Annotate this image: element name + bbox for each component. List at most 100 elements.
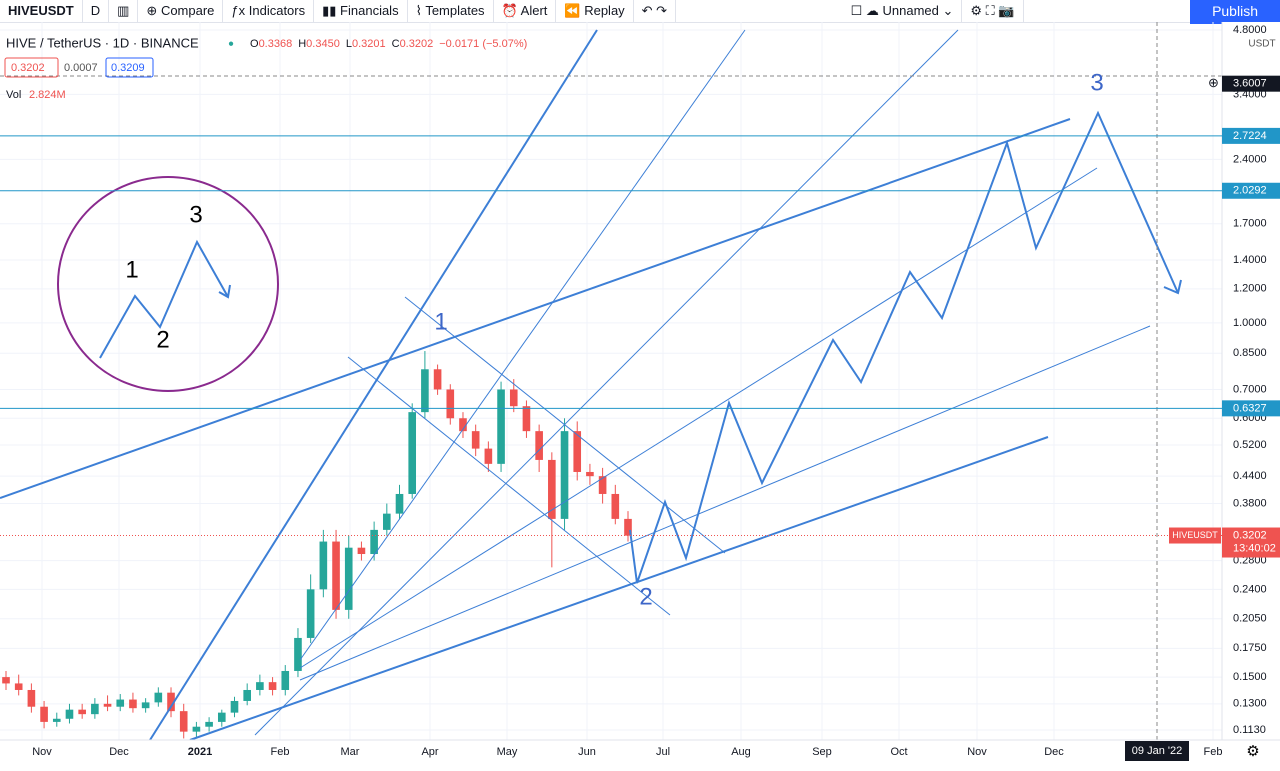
candle-body	[268, 682, 277, 690]
fan-line	[404, 296, 726, 554]
last-price-symbol: HIVEUSDT	[1172, 530, 1218, 540]
candle-body	[395, 493, 404, 514]
candle-body	[446, 389, 455, 419]
x-tick-label: Nov	[967, 746, 987, 758]
candle-body	[141, 702, 150, 709]
candle-body	[179, 711, 188, 732]
spread: 0.0007	[64, 62, 98, 74]
fan-line	[299, 167, 1098, 669]
price-line-label: 2.0292	[1233, 185, 1267, 197]
x-tick-label: 2021	[188, 746, 212, 758]
settings-button[interactable]: ⚙ ⛶ 📷	[962, 0, 1024, 22]
y-tick-label: 0.2050	[1233, 613, 1267, 625]
y-tick-label: 0.3800	[1233, 497, 1267, 509]
candle-body	[256, 682, 264, 690]
arrow-head	[1163, 279, 1182, 295]
candle-body	[116, 699, 125, 707]
y-tick-label: 1.4000	[1233, 254, 1267, 266]
y-tick-label: 1.0000	[1233, 317, 1267, 329]
financials-label: Financials	[340, 3, 399, 18]
cursor-date: 09 Jan '22	[1132, 745, 1182, 757]
inset-arrow	[218, 284, 231, 299]
x-tick-label: Sep	[812, 746, 832, 758]
scales: 4.80003.40002.40001.70001.40001.20001.00…	[32, 24, 1267, 761]
candle-body	[408, 412, 417, 494]
layout-button[interactable]: ☐ ☁ Unnamed ⌄	[843, 0, 963, 22]
candle-body	[65, 709, 74, 719]
indicators-button[interactable]: ƒx Indicators	[223, 0, 315, 22]
candle-body	[560, 431, 569, 519]
ohlc-value: 0.3368	[259, 38, 293, 50]
candle-body	[624, 518, 632, 536]
undo-button[interactable]: ↶ ↷	[634, 0, 677, 22]
compare-button[interactable]: ⊕ Compare	[138, 0, 224, 22]
y-tick-label: 1.2000	[1233, 283, 1267, 295]
settings-icon[interactable]: ⚙	[1246, 743, 1259, 760]
candle-body	[509, 389, 518, 407]
replay-label: Replay	[584, 3, 625, 18]
candle-body	[129, 699, 137, 709]
inset-label: 3	[189, 201, 202, 228]
volume-label: Vol	[6, 89, 21, 101]
toolbar: HIVEUSDT D ▥ ⊕ Compare ƒx Indicators ▮▮ …	[0, 0, 1280, 24]
candle-body	[383, 513, 391, 530]
x-tick-label: Oct	[890, 746, 907, 758]
candle-body	[586, 471, 594, 477]
templates-label: Templates	[425, 3, 485, 18]
candle-body	[535, 431, 543, 460]
ohlc-value: 0.3201	[352, 38, 386, 50]
wave-label: 2	[639, 583, 652, 610]
ask-box	[105, 57, 154, 78]
templates-button[interactable]: ⌇ Templates	[408, 0, 494, 22]
crosshair-plus: ⊕	[1208, 75, 1219, 90]
candle-body	[306, 589, 315, 638]
y-tick-label: 0.5200	[1233, 439, 1267, 451]
candle-body	[459, 418, 467, 432]
drawings	[0, 22, 1222, 741]
change: −0.0171 (−5.07%)	[439, 38, 527, 50]
candle-body	[332, 541, 340, 610]
fan-line	[347, 356, 671, 616]
chart: 1 2 3 1 2 3 4.80003.40002.40001.70001.40…	[0, 22, 1280, 771]
symbol-button[interactable]: HIVEUSDT	[0, 0, 83, 22]
price-line-tag	[1222, 182, 1280, 199]
wave-label: 1	[434, 308, 447, 335]
ohlc-value: 0.3202	[400, 38, 434, 50]
inset-label: 2	[156, 326, 169, 353]
chart-type-button[interactable]: ▥	[109, 0, 139, 22]
alert-button[interactable]: ⏰ Alert	[494, 0, 557, 22]
wave-labels: 1 2 3 1 2 3	[125, 69, 1103, 610]
legend: HIVE / TetherUS · 1D · BINANCE ● O0.3368…	[4, 35, 527, 101]
candle-body	[192, 726, 201, 732]
ohlc-value: 0.3450	[306, 38, 340, 50]
publish-button[interactable]: Publish	[1190, 0, 1280, 24]
candle-body	[611, 493, 620, 519]
candle-body	[91, 703, 99, 715]
y-tick-label: 0.8500	[1233, 347, 1267, 359]
fan-line	[299, 29, 746, 661]
replay-button[interactable]: ⏪ Replay	[556, 0, 634, 22]
candles	[2, 351, 632, 739]
trend-line	[189, 436, 1049, 741]
candle-body	[573, 431, 582, 472]
grid	[0, 22, 1222, 740]
interval-button[interactable]: D	[83, 0, 110, 22]
status-dot: ●	[228, 39, 234, 50]
x-tick-label: Feb	[1204, 746, 1223, 758]
candle-body	[370, 529, 378, 555]
price-line-tag	[1222, 400, 1280, 417]
crosshair-label: 3.6007	[1233, 78, 1267, 90]
candle-body	[522, 406, 531, 432]
currency-label: USDT	[1248, 39, 1275, 50]
candle-body	[357, 547, 366, 555]
x-tick-label: Jul	[656, 746, 670, 758]
x-tick-label: Apr	[421, 746, 438, 758]
countdown: 13:40:02	[1233, 542, 1276, 554]
ohlc-key: O	[250, 38, 259, 50]
y-tick-label: 2.4000	[1233, 153, 1267, 165]
candle-body	[27, 689, 36, 707]
y-tick-label: 0.1300	[1233, 698, 1267, 710]
financials-button[interactable]: ▮▮ Financials	[314, 0, 408, 22]
inset-wave	[99, 239, 229, 359]
candle-body	[14, 683, 23, 690]
